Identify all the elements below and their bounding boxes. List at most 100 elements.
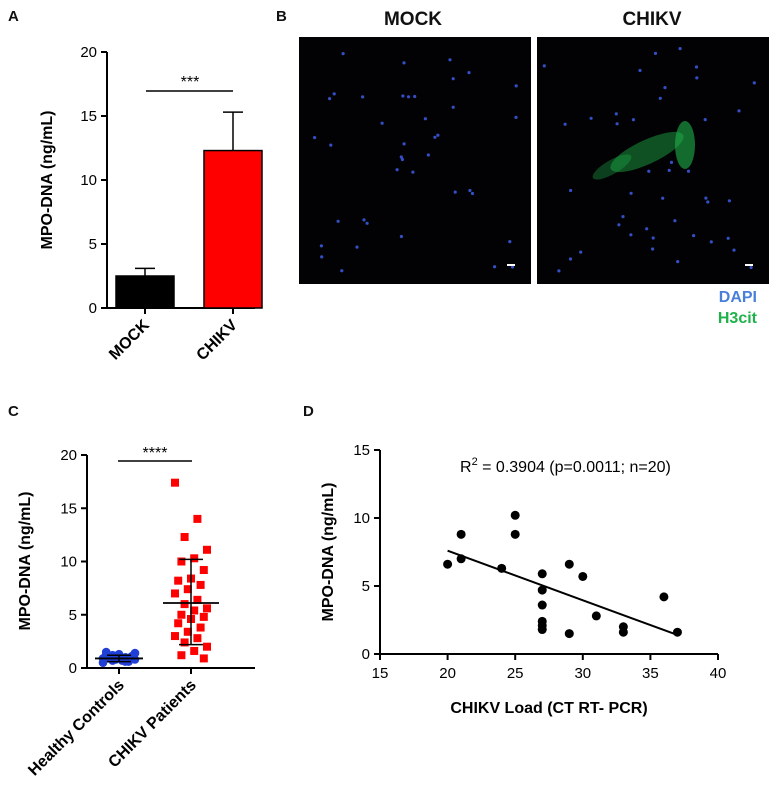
bar-chikv <box>203 149 263 309</box>
dapi-nucleus <box>638 68 642 73</box>
patient-point <box>177 610 186 619</box>
dapi-nucleus <box>749 265 753 270</box>
dapi-nucleus <box>470 191 475 196</box>
dapi-nucleus <box>329 143 333 147</box>
patient-point <box>180 638 189 647</box>
dapi-nucleus <box>709 240 713 244</box>
significance-label: *** <box>181 74 200 91</box>
dapi-nucleus <box>508 240 512 244</box>
patient-point <box>171 632 179 641</box>
y-tick-label: 0 <box>362 646 370 663</box>
dapi-nucleus <box>341 52 345 56</box>
dapi-nucleus <box>706 200 710 204</box>
dapi-nucleus <box>402 61 406 65</box>
dapi-nucleus <box>436 133 440 137</box>
dapi-nucleus <box>411 170 415 174</box>
data-point <box>510 529 520 539</box>
dapi-nucleus <box>557 269 561 273</box>
dapi-nucleus <box>510 265 515 269</box>
patient-point <box>199 654 208 663</box>
dapi-nucleus <box>669 160 674 164</box>
dapi-nucleus <box>493 265 497 269</box>
dapi-nucleus <box>423 117 427 121</box>
mock-micrograph <box>299 37 531 284</box>
dapi-nucleus <box>568 257 573 261</box>
dapi-nucleus <box>467 71 471 75</box>
patient-point <box>177 557 186 566</box>
y-tick-label: 20 <box>60 447 77 464</box>
dapi-nucleus <box>563 122 567 126</box>
x-axis-label: CHIKV Load (CT RT- PCR) <box>450 700 647 717</box>
y-tick-label: 0 <box>69 660 77 677</box>
chikv-image-title: CHIKV <box>622 9 682 30</box>
panel-a-bar-chart: 0 5 10 15 20 MPO-DNA (ng/mL) MOCK CHIKV *** <box>39 44 263 364</box>
y-tick-label: 20 <box>80 44 97 61</box>
data-point <box>537 600 547 610</box>
dapi-nucleus <box>355 245 359 249</box>
dapi-nucleus <box>399 234 403 239</box>
dapi-nucleus <box>328 97 332 101</box>
y-tick-label: 5 <box>362 578 370 595</box>
x-tick-label: 35 <box>642 665 659 682</box>
dapi-nucleus <box>340 269 344 273</box>
patient-point <box>190 554 199 563</box>
dapi-nucleus <box>448 58 452 62</box>
data-point <box>456 554 466 564</box>
dapi-nucleus <box>579 250 583 254</box>
patient-point <box>174 619 183 628</box>
data-point <box>672 627 682 637</box>
panel-label-c: C <box>8 403 19 420</box>
dapi-nucleus <box>332 92 336 96</box>
dapi-nucleus <box>704 196 708 200</box>
patient-point <box>203 642 211 651</box>
data-point <box>510 510 520 520</box>
y-tick-label: 5 <box>69 607 77 624</box>
dapi-nucleus <box>399 155 403 159</box>
x-tick-label: CHIKV <box>194 317 241 364</box>
dapi-nucleus <box>453 190 457 194</box>
dapi-nucleus <box>589 116 593 120</box>
h3cit-net <box>610 131 684 173</box>
data-point <box>537 625 547 635</box>
dapi-nucleus <box>686 169 691 173</box>
y-tick-label: 10 <box>80 172 97 189</box>
data-point <box>591 611 601 621</box>
dapi-nucleus <box>569 188 573 193</box>
patient-point <box>199 566 208 575</box>
dapi-nucleus <box>631 118 635 122</box>
patient-point <box>183 627 192 636</box>
dapi-nucleus <box>614 112 618 116</box>
dapi-nucleus <box>621 215 625 219</box>
scale-bar <box>507 264 515 266</box>
patient-point <box>183 585 192 594</box>
x-tick-label: 25 <box>507 665 524 682</box>
dapi-nucleus <box>727 199 731 203</box>
dapi-nucleus <box>514 84 518 88</box>
x-tick-label: 20 <box>439 665 456 682</box>
patient-point <box>180 533 189 542</box>
control-point <box>114 649 124 659</box>
panel-label-d: D <box>303 403 314 420</box>
data-point <box>659 592 669 602</box>
dapi-nucleus <box>426 153 430 157</box>
dapi-nucleus <box>676 260 680 264</box>
dapi-nucleus <box>694 65 699 69</box>
dapi-nucleus <box>678 47 682 51</box>
dapi-nucleus <box>319 244 323 248</box>
patient-point <box>203 545 211 554</box>
data-point <box>537 569 547 579</box>
dapi-nucleus <box>362 218 366 222</box>
data-point <box>578 571 588 581</box>
patient-point <box>171 478 179 487</box>
dapi-nucleus <box>667 168 671 172</box>
dapi-nucleus <box>645 227 649 231</box>
y-tick-label: 10 <box>60 554 77 571</box>
y-tick-label: 15 <box>353 442 370 459</box>
control-point <box>101 647 111 657</box>
x-tick-label: 15 <box>372 665 389 682</box>
dapi-nucleus <box>752 81 756 85</box>
dapi-nucleus <box>658 96 662 100</box>
mock-image-title: MOCK <box>383 9 443 30</box>
dapi-nucleus <box>647 169 651 173</box>
x-tick-label: 30 <box>574 665 591 682</box>
